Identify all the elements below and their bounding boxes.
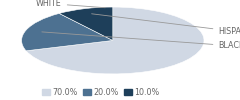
Wedge shape xyxy=(59,7,113,40)
Text: HISPANIC: HISPANIC xyxy=(92,14,240,36)
Wedge shape xyxy=(22,13,113,51)
Text: BLACK: BLACK xyxy=(42,32,240,50)
Text: WHITE: WHITE xyxy=(36,0,105,8)
Wedge shape xyxy=(26,7,204,74)
Legend: 70.0%, 20.0%, 10.0%: 70.0%, 20.0%, 10.0% xyxy=(39,85,162,100)
